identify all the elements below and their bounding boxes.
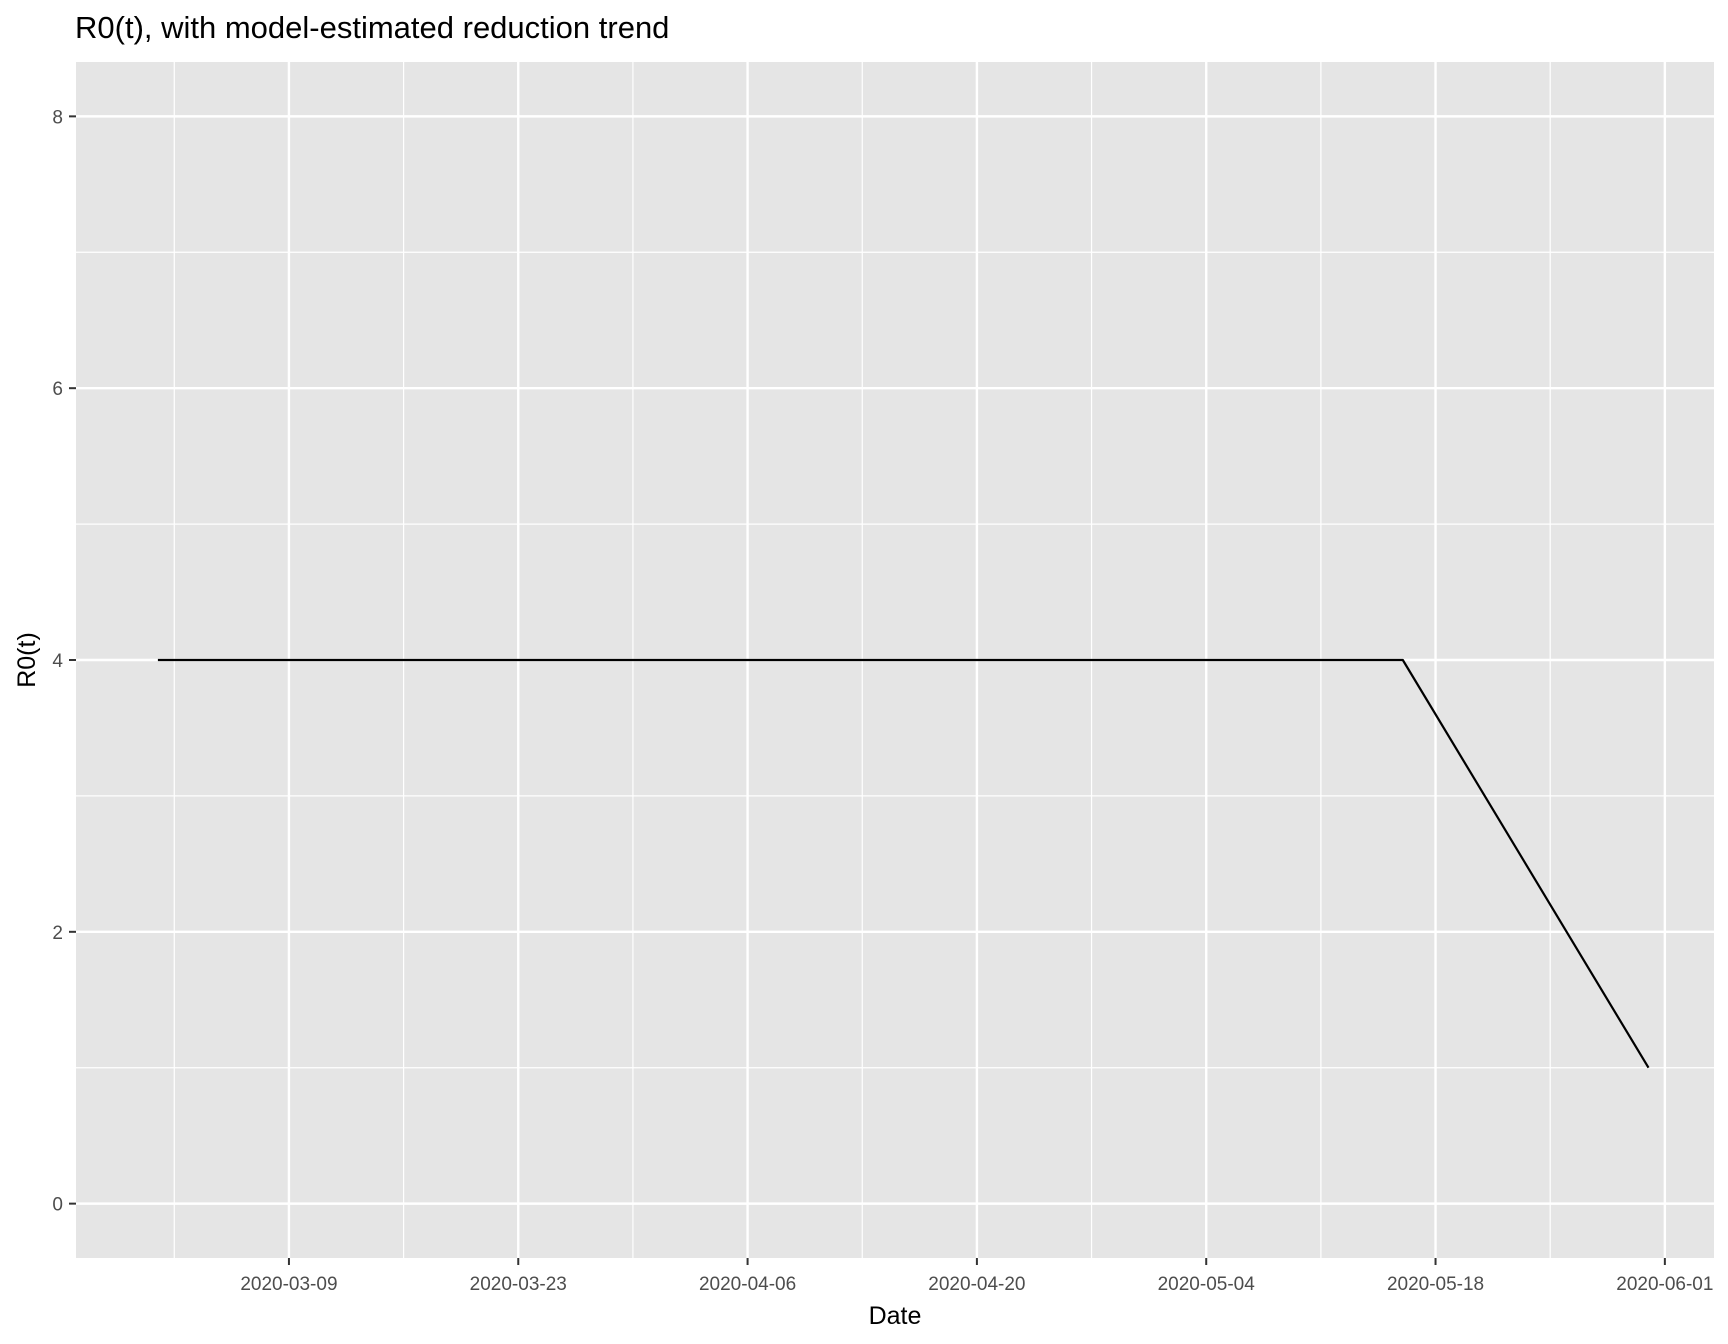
y-axis-title: R0(t) [13, 632, 41, 688]
y-tick-label: 4 [52, 651, 63, 672]
x-tick-label: 2020-04-20 [928, 1274, 1025, 1295]
x-tick-label: 2020-04-06 [699, 1274, 796, 1295]
x-tick-label: 2020-06-01 [1616, 1274, 1713, 1295]
y-tick-label: 2 [52, 923, 63, 944]
y-tick-label: 0 [52, 1195, 63, 1216]
x-axis: 2020-03-09 2020-03-23 2020-04-06 2020-04-20… [240, 1258, 1713, 1295]
series-layer [157, 658, 1650, 1069]
x-tick-label: 2020-05-18 [1387, 1274, 1484, 1295]
series-line [157, 658, 1650, 1069]
y-axis: 0 2 4 6 8 [52, 107, 76, 1216]
chart-title: R0(t), with model-estimated reduction tr… [75, 10, 669, 45]
y-tick-label: 8 [52, 107, 63, 128]
x-tick-label: 2020-03-09 [240, 1274, 337, 1295]
x-tick-label: 2020-03-23 [470, 1274, 567, 1295]
x-tick-label: 2020-05-04 [1158, 1274, 1256, 1295]
x-axis-title: Date [869, 1302, 922, 1330]
y-tick-label: 6 [52, 379, 63, 400]
